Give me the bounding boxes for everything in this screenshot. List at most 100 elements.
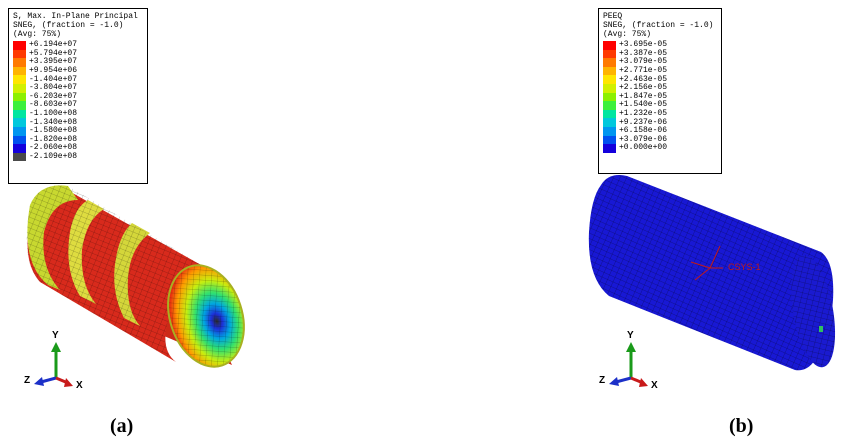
legend-row: -1.340e+08 [13, 118, 143, 127]
panel-b-peeq: CSYS-1 PEEQ SNEG, (fraction = -1.0) (Avg… [423, 0, 846, 447]
legend-value: -6.203e+07 [29, 91, 78, 101]
caption-b: (b) [729, 415, 754, 437]
legend-entries: +6.194e+07 +5.794e+07 +3.395e+07 +9.954e+06… [13, 41, 143, 162]
legend-swatch [13, 126, 26, 136]
legend-swatch [603, 135, 616, 145]
legend-row: -1.100e+08 [13, 110, 143, 119]
peeq-contour-model [588, 175, 836, 371]
legend-row: +3.079e-06 [603, 134, 717, 145]
legend-value: +2.463e-05 [619, 74, 668, 84]
legend-swatch [603, 118, 616, 127]
legend-value: +3.387e-05 [619, 48, 668, 58]
axis-label-x: X [651, 380, 658, 391]
legend-swatch [603, 49, 616, 59]
legend-row: +0.000e+00 [603, 144, 717, 153]
legend-row: +6.158e-06 [603, 127, 717, 136]
legend-row: +2.156e-05 [603, 84, 717, 93]
legend-value: -2.109e+08 [29, 152, 78, 162]
legend-value: +6.158e-06 [619, 126, 668, 136]
legend-value: -3.804e+07 [29, 83, 78, 93]
axis-label-z: Z [24, 375, 31, 386]
legend-value: +1.847e-05 [619, 91, 668, 101]
legend-value: +2.771e-05 [619, 66, 668, 76]
axis-triad: Y Z X [599, 330, 673, 391]
legend-row: +1.847e-05 [603, 91, 717, 102]
legend-swatch [13, 135, 26, 145]
axis-label-y: Y [52, 330, 59, 341]
legend-row: -3.804e+07 [13, 84, 143, 93]
legend-value: +0.000e+00 [619, 143, 668, 153]
legend-value: -8.603e+07 [29, 100, 78, 110]
legend-title-line: (Avg: 75%) [603, 30, 652, 39]
axis-label-x: X [76, 380, 83, 391]
legend-swatch [13, 75, 26, 84]
legend-swatch [603, 126, 616, 136]
legend-swatch [13, 109, 26, 119]
legend-swatch [13, 152, 26, 162]
legend-value: +9.954e+06 [29, 66, 78, 76]
legend-value: +3.395e+07 [29, 57, 78, 67]
axis-triad-arrows [609, 342, 648, 387]
legend-row: +9.954e+06 [13, 67, 143, 76]
legend-row: -1.580e+08 [13, 127, 143, 136]
legend-swatch [13, 66, 26, 76]
caption-a: (a) [110, 415, 134, 437]
legend-swatch [13, 58, 26, 67]
legend-value: +2.156e-05 [619, 83, 668, 93]
legend-title-line: SNEG, (fraction = -1.0) [13, 21, 124, 30]
legend-swatch [603, 109, 616, 119]
legend-value: -1.580e+08 [29, 126, 78, 136]
stress-legend: S, Max. In-Plane Principal SNEG, (fracti… [8, 8, 148, 184]
legend-value: +3.695e-05 [619, 40, 668, 50]
legend-row: +3.079e-05 [603, 58, 717, 67]
legend-row: +2.771e-05 [603, 67, 717, 76]
legend-swatch [13, 101, 26, 110]
legend-row: -1.404e+07 [13, 75, 143, 84]
legend-title-line: PEEQ [603, 12, 623, 21]
legend-value: +3.079e-05 [619, 57, 668, 67]
legend-swatch [603, 75, 616, 84]
legend-title-line: SNEG, (fraction = -1.0) [603, 21, 714, 30]
legend-row: +1.232e-05 [603, 110, 717, 119]
csys-marker [690, 245, 723, 281]
legend-swatch [603, 41, 616, 50]
legend-swatch [13, 83, 26, 93]
legend-row: -8.603e+07 [13, 101, 143, 110]
legend-row: +3.695e-05 [603, 41, 717, 50]
legend-value: +3.079e-06 [619, 134, 668, 144]
axis-label-z: Z [599, 375, 606, 386]
legend-swatch [13, 92, 26, 102]
legend-row: +6.194e+07 [13, 41, 143, 50]
axis-triad: Y Z X [24, 330, 98, 391]
legend-value: -1.340e+08 [29, 117, 78, 127]
legend-row: +1.540e-05 [603, 101, 717, 110]
legend-value: -2.060e+08 [29, 143, 78, 153]
legend-value: -1.820e+08 [29, 134, 78, 144]
legend-title-line: S, Max. In-Plane Principal [13, 12, 138, 21]
stress-contour-model [26, 185, 245, 368]
legend-swatch [603, 92, 616, 102]
axis-triad-arrows [34, 342, 73, 387]
panel-a-stress: S, Max. In-Plane Principal SNEG, (fracti… [8, 8, 245, 437]
legend-value: -1.100e+08 [29, 109, 78, 119]
legend-value: +5.794e+07 [29, 48, 78, 58]
legend-row: -1.820e+08 [13, 134, 143, 145]
legend-swatch [13, 41, 26, 50]
cylinder-end-cap [790, 254, 836, 368]
legend-row: +9.237e-06 [603, 118, 717, 127]
legend-value: +9.237e-06 [619, 117, 668, 127]
legend-title-line: (Avg: 75%) [13, 30, 62, 39]
legend-value: +6.194e+07 [29, 40, 78, 50]
cylinder-end-cap [167, 264, 245, 368]
legend-row: +5.794e+07 [13, 48, 143, 59]
legend-swatch [13, 118, 26, 127]
legend-swatch [13, 49, 26, 59]
legend-row: -2.060e+08 [13, 144, 143, 153]
legend-swatch [603, 83, 616, 93]
legend-row: -6.203e+07 [13, 91, 143, 102]
legend-value: +1.540e-05 [619, 100, 668, 110]
legend-swatch [603, 144, 616, 153]
legend-value: +1.232e-05 [619, 109, 668, 119]
legend-swatch [603, 101, 616, 110]
legend-entries: +3.695e-05 +3.387e-05 +3.079e-05 +2.771e-05… [603, 41, 717, 153]
